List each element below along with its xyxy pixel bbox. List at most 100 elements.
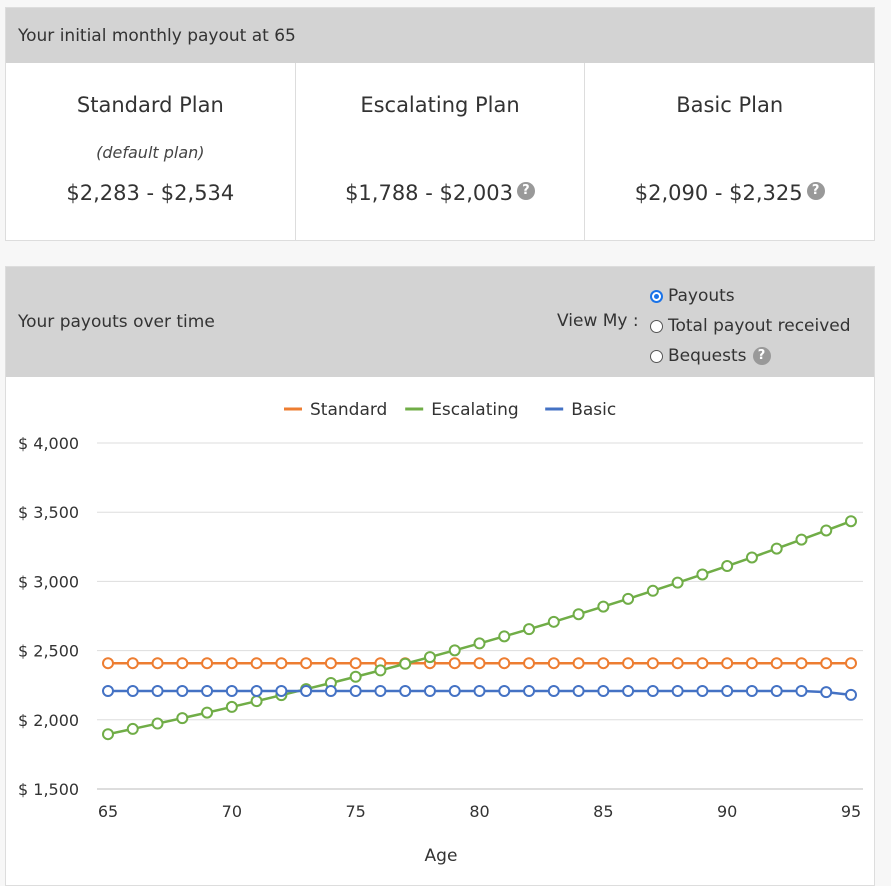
data-point-standard — [622, 657, 635, 670]
radio-bequests[interactable]: Bequests? — [650, 341, 851, 371]
data-point-escalating — [820, 524, 833, 537]
data-point-escalating — [473, 637, 486, 650]
data-point-escalating — [349, 670, 362, 683]
plan-name: Basic Plan — [676, 93, 784, 117]
data-point-escalating — [547, 615, 560, 628]
data-point-basic — [201, 685, 214, 698]
y-tick-label: $ 2,000 — [18, 711, 79, 730]
data-point-basic — [102, 685, 114, 698]
escalating-plan-card: Escalating Plan $1,788 - $2,003? — [296, 63, 586, 241]
data-point-basic — [622, 685, 635, 698]
data-point-escalating — [201, 706, 214, 719]
radio-button[interactable] — [650, 319, 663, 333]
radio-button[interactable] — [650, 349, 663, 363]
data-point-basic — [597, 685, 610, 698]
data-point-escalating — [126, 722, 139, 735]
data-point-standard — [324, 657, 337, 670]
data-point-standard — [473, 657, 486, 670]
y-tick-label: $ 4,000 — [18, 434, 79, 453]
data-point-standard — [250, 657, 263, 670]
data-point-escalating — [696, 568, 709, 581]
data-point-escalating — [225, 700, 238, 713]
plan-name: Escalating Plan — [360, 93, 520, 117]
y-tick-label: $ 1,500 — [18, 780, 79, 799]
plan-range-value: $2,090 - $2,325 — [634, 181, 803, 205]
radio-label: Payouts — [668, 286, 735, 306]
data-point-standard — [646, 657, 659, 670]
help-icon[interactable]: ? — [806, 182, 825, 200]
data-point-basic — [770, 685, 783, 698]
data-point-escalating — [448, 644, 461, 657]
data-point-standard — [721, 657, 734, 670]
data-point-basic — [275, 685, 288, 698]
data-point-escalating — [597, 600, 610, 613]
data-point-basic — [176, 685, 189, 698]
x-tick-label: 85 — [593, 802, 613, 821]
view-my-label: View My : — [557, 311, 639, 331]
help-icon[interactable]: ? — [516, 182, 535, 200]
data-point-basic — [745, 685, 758, 698]
data-point-basic — [473, 685, 486, 698]
x-tick-label: 95 — [841, 802, 861, 821]
data-point-escalating — [523, 623, 536, 636]
data-point-standard — [597, 657, 610, 670]
data-point-basic — [523, 685, 536, 698]
data-point-basic — [250, 685, 263, 698]
data-point-standard — [671, 657, 684, 670]
data-point-escalating — [151, 717, 164, 730]
data-point-basic — [498, 685, 511, 698]
x-tick-label: 80 — [469, 802, 489, 821]
x-tick-label: 90 — [717, 802, 737, 821]
data-point-escalating — [721, 560, 734, 573]
view-my-options: Payouts Total payout received Bequests? — [650, 281, 851, 371]
data-point-standard — [201, 657, 214, 670]
initial-payout-panel: Your initial monthly payout at 65 Standa… — [5, 7, 875, 241]
data-point-standard — [498, 657, 511, 670]
data-point-standard — [275, 657, 288, 670]
data-point-basic — [399, 685, 412, 698]
data-point-basic — [547, 685, 560, 698]
legend-label: Standard — [310, 400, 387, 420]
radio-label: Total payout received — [668, 316, 851, 336]
data-point-escalating — [795, 533, 808, 546]
data-point-basic — [795, 685, 808, 698]
data-point-escalating — [745, 551, 758, 564]
data-point-basic — [646, 685, 659, 698]
data-point-standard — [151, 657, 164, 670]
data-point-standard — [745, 657, 758, 670]
plan-range: $2,090 - $2,325? — [585, 181, 874, 205]
data-point-standard — [102, 657, 114, 670]
data-point-escalating — [250, 695, 263, 708]
data-point-basic — [448, 685, 461, 698]
basic-plan-card: Basic Plan $2,090 - $2,325? — [585, 63, 874, 241]
radio-button[interactable] — [650, 289, 663, 303]
data-point-escalating — [423, 651, 436, 664]
data-point-standard — [696, 657, 709, 670]
x-axis-label: Age — [425, 846, 458, 866]
data-point-basic — [572, 685, 585, 698]
help-icon[interactable]: ? — [752, 347, 771, 365]
data-point-basic — [845, 688, 857, 701]
x-tick-label: 65 — [98, 802, 118, 821]
data-point-basic — [126, 685, 139, 698]
radio-label: Bequests — [668, 346, 747, 366]
data-point-standard — [795, 657, 808, 670]
data-point-basic — [671, 685, 684, 698]
data-point-basic — [721, 685, 734, 698]
radio-total-payout-received[interactable]: Total payout received — [650, 311, 851, 341]
data-point-escalating — [176, 712, 189, 725]
data-point-escalating — [622, 592, 635, 605]
payouts-chart: $ 1,500 $ 2,000 $ 2,500 $ 3,000 $ 3,500 $ 4,0… — [18, 400, 863, 866]
data-point-escalating — [646, 584, 659, 597]
y-tick-label: $ 3,500 — [18, 503, 79, 522]
data-point-basic — [820, 686, 833, 699]
payouts-title: Your payouts over time — [18, 312, 215, 332]
payouts-over-time-panel: Your payouts over time View My : Payouts… — [5, 266, 875, 886]
series-line-escalating — [107, 520, 852, 736]
data-point-standard — [300, 657, 313, 670]
legend-label: Basic — [571, 400, 616, 420]
x-tick-label: 75 — [345, 802, 365, 821]
radio-payouts[interactable]: Payouts — [650, 281, 851, 311]
payouts-header: Your payouts over time View My : Payouts… — [6, 267, 874, 377]
standard-plan-card: Standard Plan (default plan) $2,283 - $2… — [6, 63, 296, 241]
